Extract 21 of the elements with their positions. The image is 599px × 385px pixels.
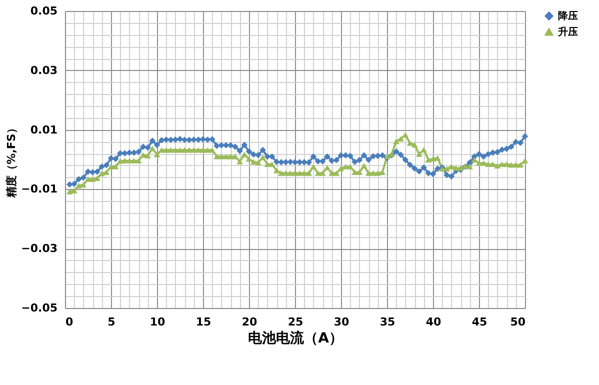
- x-tick-label: 45: [472, 316, 488, 328]
- x-axis-title: 电池电流（A）: [248, 330, 343, 346]
- x-tick-label: 5: [108, 316, 116, 328]
- y-tick-label: −0.05: [21, 302, 58, 314]
- x-tick-label: 25: [288, 316, 304, 328]
- y-tick-label: −0.03: [21, 242, 58, 256]
- x-tick-label: 15: [196, 316, 212, 328]
- y-tick-label: 0.01: [30, 123, 58, 136]
- x-tick-label: 50: [510, 316, 526, 328]
- x-tick-label: 40: [426, 316, 442, 328]
- legend-label: 升压: [557, 26, 578, 38]
- y-tick-label: 0.05: [30, 4, 58, 18]
- y-tick-label: −0.01: [21, 182, 58, 196]
- x-tick-label: 35: [380, 316, 396, 328]
- x-tick-label: 10: [150, 316, 166, 328]
- x-tick-label: 0: [66, 316, 74, 328]
- legend-label: 降压: [558, 10, 578, 22]
- x-tick-label: 20: [242, 316, 258, 328]
- y-axis-title: 精度（%,FS）: [5, 122, 18, 198]
- x-tick-label: 30: [334, 316, 350, 328]
- y-tick-label: 0.03: [30, 64, 58, 77]
